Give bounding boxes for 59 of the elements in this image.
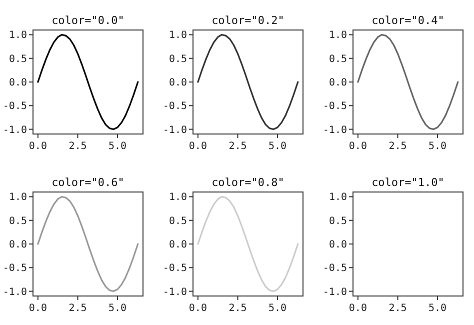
y-tick-label: 0.0 bbox=[168, 240, 187, 250]
x-tick-label: 5.0 bbox=[428, 141, 447, 152]
y-tick-label: -1.0 bbox=[162, 286, 187, 298]
x-tick-label: 5.0 bbox=[108, 141, 127, 152]
y-tick-label: -1.0 bbox=[322, 124, 347, 136]
y-tick-label: 1.0 bbox=[8, 192, 27, 204]
x-tick-label: 0.0 bbox=[28, 141, 47, 152]
x-tick-label: 2.5 bbox=[388, 141, 407, 152]
y-tick-label: 0.5 bbox=[168, 216, 187, 227]
y-tick-label: 0.0 bbox=[328, 240, 347, 250]
x-tick-label: 2.5 bbox=[388, 303, 407, 314]
x-tick-label: 5.0 bbox=[268, 303, 287, 314]
y-tick-label: 0.0 bbox=[328, 78, 347, 88]
line-series bbox=[357, 34, 459, 130]
x-tick-label: 2.5 bbox=[68, 141, 87, 152]
y-tick-label: 1.0 bbox=[168, 192, 187, 204]
y-tick-label: -0.5 bbox=[2, 101, 27, 112]
y-tick-label: 1.0 bbox=[328, 192, 347, 204]
y-tick-label: 0.0 bbox=[8, 240, 27, 250]
x-tick-label: 5.0 bbox=[108, 303, 127, 314]
x-tick-label: 0.0 bbox=[188, 303, 207, 314]
x-tick-label: 0.0 bbox=[348, 303, 367, 314]
chart-title: color="1.0" bbox=[372, 176, 444, 189]
chart-title: color="0.0" bbox=[52, 14, 124, 27]
y-tick-label: -0.5 bbox=[2, 263, 27, 274]
y-tick-label: -0.5 bbox=[322, 263, 347, 274]
chart-title: color="0.4" bbox=[372, 14, 444, 27]
x-tick-label: 5.0 bbox=[268, 141, 287, 152]
chart-title: color="0.8" bbox=[212, 176, 284, 189]
y-tick-label: 0.5 bbox=[8, 54, 27, 65]
y-tick-label: -0.5 bbox=[162, 101, 187, 112]
y-tick-label: -1.0 bbox=[322, 286, 347, 298]
x-tick-label: 5.0 bbox=[428, 303, 447, 314]
x-tick-label: 2.5 bbox=[228, 141, 247, 152]
y-tick-label: 0.0 bbox=[168, 78, 187, 88]
line-series bbox=[37, 196, 139, 292]
y-tick-label: 1.0 bbox=[8, 30, 27, 42]
y-tick-label: 0.5 bbox=[328, 216, 347, 227]
x-tick-label: 2.5 bbox=[68, 303, 87, 314]
line-series bbox=[197, 196, 299, 292]
x-tick-label: 2.5 bbox=[228, 303, 247, 314]
y-tick-label: 0.5 bbox=[328, 54, 347, 65]
y-tick-label: -0.5 bbox=[162, 263, 187, 274]
y-tick-label: 1.0 bbox=[328, 30, 347, 42]
line-series bbox=[37, 34, 139, 130]
y-tick-label: 1.0 bbox=[168, 30, 187, 42]
line-series bbox=[197, 34, 299, 130]
y-tick-label: -0.5 bbox=[322, 101, 347, 112]
x-tick-label: 0.0 bbox=[348, 141, 367, 152]
x-tick-label: 0.0 bbox=[28, 303, 47, 314]
chart-title: color="0.2" bbox=[212, 14, 284, 27]
y-tick-label: 0.5 bbox=[8, 216, 27, 227]
x-tick-label: 0.0 bbox=[188, 141, 207, 152]
y-tick-label: -1.0 bbox=[2, 124, 27, 136]
y-tick-label: -1.0 bbox=[2, 286, 27, 298]
y-tick-label: 0.5 bbox=[168, 54, 187, 65]
y-tick-label: -1.0 bbox=[162, 124, 187, 136]
y-tick-label: 0.0 bbox=[8, 78, 27, 88]
chart-title: color="0.6" bbox=[52, 176, 124, 189]
